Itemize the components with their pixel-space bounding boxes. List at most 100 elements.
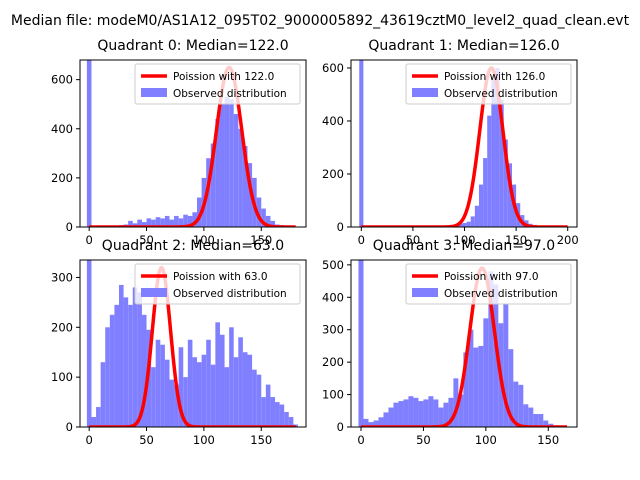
quadrant-2-hist-bar <box>256 374 262 427</box>
quadrant-3-hist-bar <box>403 399 409 427</box>
quadrant-3-xtick-label: 50 <box>416 433 431 447</box>
quadrant-0-ytick-label: 0 <box>66 220 73 234</box>
quadrant-2-hist-bar <box>137 292 142 427</box>
quadrant-0-hist-bar <box>151 219 156 227</box>
quadrant-3-hist-bar <box>408 396 414 427</box>
quadrant-3-legend-box <box>405 263 572 305</box>
quadrant-1-hist-bar <box>491 78 496 227</box>
quadrant-0-legend-bar-swatch <box>141 88 167 97</box>
quadrant-2-hist-bar <box>210 364 216 427</box>
quadrant-3-legend-bar-label: Observed distribution <box>444 288 558 300</box>
quadrant-0-legend-line-label: Poission with 122.0 <box>173 71 274 83</box>
quadrant-3-panel: 0 50 100 150 0 100 200 300 400 500 Quadrant 3: Med… <box>322 238 578 447</box>
quadrant-1-legend-bar-swatch <box>412 88 438 97</box>
quadrant-2-legend: Poission with 63.0 Observed distribution <box>134 263 301 305</box>
quadrant-1-legend: Poission with 126.0 Observed distribution <box>405 63 572 105</box>
quadrant-0-hist-bar <box>224 96 230 227</box>
quadrant-1-hist-bar <box>495 67 500 227</box>
quadrant-2-hist-bar <box>238 337 243 427</box>
quadrant-2-hist-bar <box>86 260 92 427</box>
quadrant-1-hist-bar <box>503 139 508 227</box>
quadrant-2-hist-bar <box>169 379 175 427</box>
quadrant-0-hist-bar <box>164 215 170 227</box>
quadrant-1-xtick-label: 50 <box>406 233 421 247</box>
quadrant-1-axes-frame <box>350 59 578 228</box>
quadrant-2-hist-bar <box>174 384 179 427</box>
quadrant-0-legend-box <box>134 63 301 105</box>
quadrant-3-legend: Poission with 97.0 Observed distribution <box>405 263 572 305</box>
quadrant-3-hist-bar <box>453 378 459 427</box>
quadrant-3-hist-bar <box>433 399 439 427</box>
quadrant-3-hist-bar <box>543 420 549 427</box>
quadrant-3-hist-bar <box>393 402 399 427</box>
quadrant-2-legend-bar-swatch <box>141 288 167 297</box>
quadrant-1-hist-bar <box>487 115 492 227</box>
quadrant-2-hist-bar <box>233 357 239 427</box>
quadrant-0-legend-bar-label: Observed distribution <box>173 88 287 100</box>
quadrant-1-panel: 0 50 100 150 200 0 200 400 600 Quadrant 1: Median… <box>322 38 579 247</box>
quadrant-3-hist-bar <box>368 422 374 427</box>
quadrant-0-hist-bar <box>261 208 266 227</box>
quadrant-2-hist-bar <box>123 297 129 427</box>
quadrant-0-hist-bar <box>265 215 271 227</box>
quadrant-3-hist-bar <box>418 401 424 427</box>
quadrant-2-hist-bar <box>96 407 101 427</box>
quadrant-3-hist-bar <box>413 397 419 427</box>
quadrant-0-xtick-label: 0 <box>86 233 93 247</box>
quadrant-3-xtick-label: 150 <box>537 433 559 447</box>
quadrant-0-hist-bar <box>155 217 161 227</box>
quadrant-3-hist-bar <box>483 318 489 427</box>
quadrant-1-hist-bar <box>470 216 475 227</box>
quadrant-1-hist-bar <box>474 205 479 227</box>
quadrant-2-hist-bar <box>114 304 120 427</box>
quadrant-2-hist-bar <box>160 344 165 427</box>
quadrant-2-panel: 0 50 100 150 0 100 200 300 Quadrant 2: Median=63… <box>51 238 307 447</box>
quadrant-1-ytick-label: 600 <box>322 61 344 75</box>
quadrant-0-hist-bar <box>128 220 133 227</box>
quadrant-3-xtick-label: 0 <box>357 433 364 447</box>
quadrant-0-ytick-label: 400 <box>51 122 73 136</box>
quadrant-3-hist-bar <box>478 345 484 427</box>
quadrant-3-hist-bar <box>523 404 529 427</box>
quadrant-0-ytick-label: 600 <box>51 73 73 87</box>
quadrant-0-hist-bar <box>270 220 276 227</box>
quadrant-2-hist-bar <box>279 404 285 427</box>
quadrant-1-hist-bar <box>499 99 504 227</box>
quadrant-3-hist-bar <box>528 407 534 427</box>
quadrant-2-hist-bar <box>229 327 234 427</box>
quadrant-3-ytick-label: 400 <box>322 290 344 304</box>
quadrant-2-hist-bar <box>105 327 110 427</box>
quadrant-3-hist-bar <box>538 414 544 427</box>
quadrant-1-hist-bar <box>478 184 484 227</box>
quadrant-1-hist-bar <box>507 163 512 227</box>
quadrant-3-ytick-label: 200 <box>322 355 344 369</box>
quadrant-0-hist-bar <box>132 223 138 227</box>
quadrant-2-hist-bar <box>242 352 248 427</box>
quadrant-0-hist-bar <box>197 197 202 227</box>
quadrant-1-legend-bar-label: Observed distribution <box>444 88 558 100</box>
quadrant-0-hist-bar <box>174 215 179 227</box>
quadrant-3-hist-bar <box>488 271 494 427</box>
quadrant-3-ytick-label: 300 <box>322 323 344 337</box>
quadrant-2-hist-bar <box>178 347 184 427</box>
quadrant-3-hist-bar <box>373 420 379 427</box>
quadrant-2-hist-bar <box>284 412 289 427</box>
quadrant-3-hist-bar <box>513 381 519 427</box>
quadrant-0-hist-bar <box>146 218 152 227</box>
quadrant-3-plot-area <box>358 260 569 427</box>
quadrant-3-xtick-label: 100 <box>475 433 497 447</box>
quadrant-1-xtick-label: 0 <box>358 233 365 247</box>
quadrant-0-hist-bar <box>215 118 220 227</box>
quadrant-3-hist-bar <box>503 303 509 427</box>
quadrant-0-xtick-label: 50 <box>139 233 154 247</box>
quadrant-2-xtick-label: 0 <box>86 433 93 447</box>
quadrant-2-hist-bar <box>206 339 211 427</box>
quadrant-2-hist-bar <box>128 304 133 427</box>
quadrant-0-hist-bar <box>229 99 234 227</box>
quadrant-1-hist-bar <box>462 223 467 227</box>
quadrant-2-ytick-label: 300 <box>51 270 73 284</box>
quadrant-2-hist-bar <box>187 339 193 427</box>
quadrant-0-hist-bar <box>256 197 262 227</box>
